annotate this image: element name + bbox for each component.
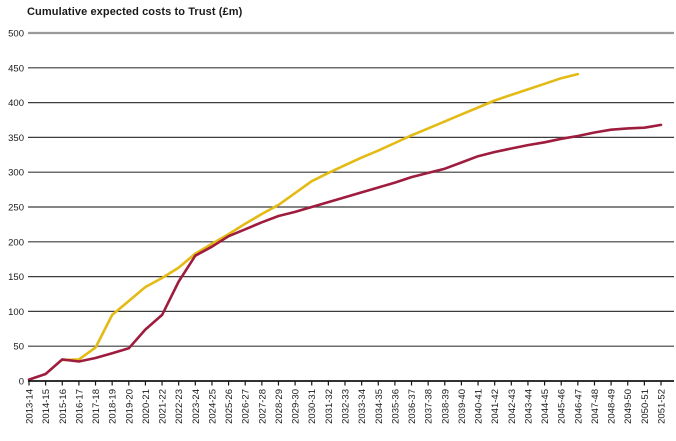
x-axis-tick-label: 2013-14 [25,389,36,424]
x-axis-tick-label: 2028-29 [274,389,285,424]
y-axis-tick-label: 350 [8,133,24,144]
x-axis-tick-label: 2037-38 [424,389,435,424]
x-axis-tick-label: 2016-17 [74,389,85,424]
x-axis-tick-label: 2047-48 [590,389,601,424]
x-axis-tick-label: 2022-23 [174,389,185,424]
chart-title: Cumulative expected costs to Trust (£m) [27,6,243,18]
x-axis-tick-label: 2039-40 [457,389,468,424]
x-axis-tick-label: 2020-21 [141,389,152,424]
x-axis-tick-label: 2031-32 [324,389,335,424]
x-axis-tick-label: 2045-46 [557,389,568,424]
x-axis-tick-label: 2044-45 [540,389,551,424]
y-axis-tick-label: 450 [8,63,24,74]
x-axis-tick-label: 2015-16 [58,389,69,424]
y-axis-tick-label: 200 [8,237,24,248]
x-axis-tick-label: 2032-33 [341,389,352,424]
y-axis-tick-label: 100 [8,307,24,318]
x-axis-tick-label: 2023-24 [191,389,202,424]
x-axis-tick-label: 2042-43 [507,389,518,424]
x-axis-tick-label: 2014-15 [41,389,52,424]
x-axis-tick-label: 2036-37 [407,389,418,424]
x-axis-tick-label: 2018-19 [108,389,119,424]
x-axis-tick-label: 2033-34 [357,389,368,424]
x-axis-tick-label: 2034-35 [374,389,385,424]
x-axis-tick-label: 2029-30 [291,389,302,424]
x-axis-tick-label: 2030-31 [307,389,318,424]
x-axis-tick-label: 2043-44 [523,389,534,424]
x-axis-tick-label: 2035-36 [390,389,401,424]
x-axis-tick-label: 2048-49 [607,389,618,424]
x-axis-tick-label: 2050-51 [640,389,651,424]
x-axis-tick-label: 2027-28 [257,389,268,424]
x-axis-tick-label: 2051-52 [657,389,668,424]
y-axis-tick-label: 500 [8,29,24,40]
x-axis-tick-label: 2024-25 [207,389,218,424]
x-axis-tick-label: 2049-50 [623,389,634,424]
x-axis-tick-label: 2046-47 [573,389,584,424]
y-axis-tick-label: 300 [8,168,24,179]
y-axis-tick-label: 50 [13,342,24,353]
y-axis-tick-label: 150 [8,272,24,283]
x-axis-tick-label: 2021-22 [158,389,169,424]
x-axis-tick-label: 2019-20 [124,389,135,424]
y-axis-tick-label: 0 [19,377,24,388]
series-line-yellow [60,72,580,362]
x-axis-tick-label: 2041-42 [490,389,501,424]
y-axis-tick-label: 250 [8,203,24,214]
x-axis-tick-label: 2025-26 [224,389,235,424]
x-axis-tick-label: 2038-39 [440,389,451,424]
x-axis-tick-label: 2040-41 [474,389,485,424]
x-axis-tick-label: 2017-18 [91,389,102,424]
y-axis-tick-label: 400 [8,98,24,109]
x-axis-tick-label: 2026-27 [241,389,252,424]
series-line-dark-red [27,123,663,381]
